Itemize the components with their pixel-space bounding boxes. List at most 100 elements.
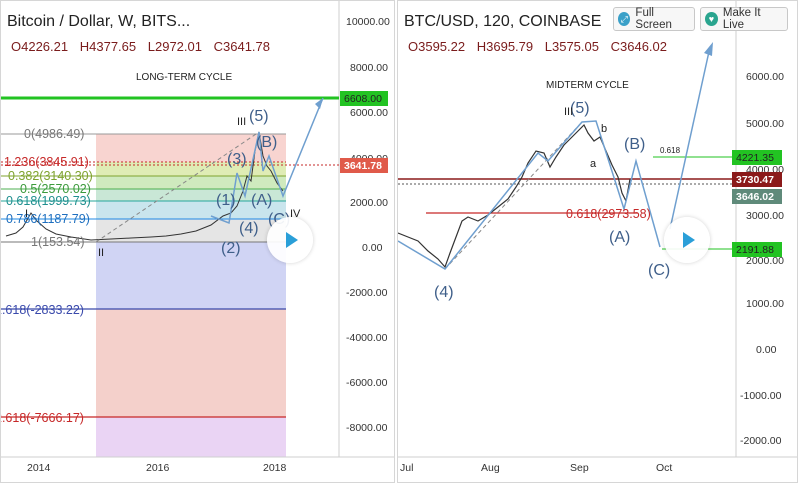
left-y-tick: -4000.00 (346, 332, 388, 344)
svg-text:3646.02: 3646.02 (736, 191, 774, 203)
fib-label-1236: 1.236(3845.91) (4, 155, 89, 169)
wave-5: (5) (570, 100, 590, 117)
wave-II: II (98, 247, 104, 259)
wave-5: (5) (249, 108, 269, 125)
fib-zone-8 (96, 309, 286, 417)
right-x-tick: Oct (656, 462, 672, 474)
right-x-tick: Jul (400, 462, 413, 474)
wave-I: I (25, 208, 28, 220)
left-play-button[interactable] (267, 217, 313, 263)
right-y-tick: -2000.00 (740, 435, 782, 447)
full-screen-label: Full Screen (635, 7, 672, 31)
left-chart-title: Bitcoin / Dollar, W, BITS... (7, 13, 191, 30)
right-ohlc: O3595.22 H3695.79 L3575.05 C3646.02 (408, 39, 675, 54)
right-chart-title: BTC/USD, 120, COINBASE (404, 13, 602, 30)
right-open: O3595.22 (408, 39, 466, 54)
fib-zone-6 (96, 219, 286, 242)
wave-a: a (590, 158, 597, 170)
left-high: H4377.65 (79, 39, 137, 54)
fib-label-0382: 0.382(3140.30) (8, 169, 93, 183)
fib-zone-9 (96, 417, 286, 457)
left-open: O4226.21 (11, 39, 69, 54)
wave-III: III (564, 106, 573, 118)
fib-label-1618: 1.618(-2833.22) (1, 303, 84, 317)
left-x-tick: 2018 (263, 462, 287, 474)
make-it-live-label: Make It Live (722, 7, 761, 31)
right-y-axis: 6000.00 5000.00 4000.00 3000.00 2000.00 … (740, 71, 784, 447)
left-red-price-tag: 3641.78 (340, 158, 388, 173)
fib-label-0: 0(4986.49) (24, 127, 84, 141)
right-play-button[interactable] (664, 217, 710, 263)
left-y-tick: 10000.00 (346, 16, 390, 28)
right-chart-panel: MIDTERM CYCLE 0.618(2973.58) 0.618 (4) (… (397, 0, 798, 483)
left-y-tick: 8000.00 (350, 62, 388, 74)
svg-text:3730.47: 3730.47 (736, 174, 774, 186)
left-wave-path (210, 97, 324, 225)
right-y-tick: 6000.00 (746, 71, 784, 83)
right-y-tick: 1000.00 (746, 298, 784, 310)
make-it-live-button[interactable]: ♥ Make It Live (700, 7, 788, 31)
right-y-tick: 2000.00 (746, 255, 784, 267)
right-price-series (398, 123, 631, 269)
svg-text:4221.35: 4221.35 (736, 152, 774, 164)
right-wave-path (398, 120, 661, 270)
fib-label-0786: 0.786(1187.79) (6, 212, 90, 226)
long-term-cycle-label: LONG-TERM CYCLE (136, 72, 232, 83)
left-close: C3641.78 (213, 39, 270, 54)
svg-text:2191.88: 2191.88 (736, 244, 774, 256)
right-dark-red-tag: 3730.47 (732, 172, 782, 187)
right-y-tick: 5000.00 (746, 118, 784, 130)
left-green-price-tag: 6608.00 (340, 91, 388, 106)
wave-b: b (601, 123, 607, 135)
wave-4: (4) (239, 220, 259, 237)
fib-label-1: 1(153.54) (31, 235, 85, 249)
right-x-tick: Aug (481, 462, 500, 474)
fib-zone-7 (96, 242, 286, 309)
full-screen-button[interactable]: ⤢ Full Screen (613, 7, 695, 31)
right-y-tick: -1000.00 (740, 390, 782, 402)
left-ohlc: O4226.21 H4377.65 L2972.01 C3641.78 (11, 39, 278, 54)
wave-A: (A) (251, 192, 272, 209)
left-chart-canvas: 0(4986.49) 1.236(3845.91) 0.382(3140.30)… (1, 1, 394, 474)
fullscreen-icon: ⤢ (618, 12, 631, 26)
left-low: L2972.01 (147, 39, 202, 54)
wave-A: (A) (609, 229, 630, 246)
left-chart-panel: 0(4986.49) 1.236(3845.91) 0.382(3140.30)… (0, 0, 395, 483)
wave-3: (3) (227, 151, 247, 168)
svg-text:3641.78: 3641.78 (344, 160, 382, 172)
fib-label-2618: 2.618(-7666.17) (1, 411, 84, 425)
right-y-tick: 3000.00 (746, 210, 784, 222)
left-x-tick: 2014 (27, 462, 51, 474)
right-close: C3646.02 (610, 39, 667, 54)
left-y-tick: -6000.00 (346, 377, 388, 389)
wave-4: (4) (434, 284, 454, 301)
right-x-tick: Sep (570, 462, 589, 474)
wave-IV: IV (290, 208, 301, 220)
fib-zone-2 (96, 162, 286, 176)
wave-2: (2) (221, 240, 241, 257)
left-y-tick: -8000.00 (346, 422, 388, 434)
wave-III: III (237, 116, 246, 128)
right-fib-label: 0.618(2973.58) (566, 207, 651, 221)
wave-B: (B) (624, 136, 645, 153)
fib-label-05: 0.5(2570.02) (20, 182, 91, 196)
left-y-tick: 0.00 (362, 242, 383, 254)
fib-zone-4 (96, 189, 286, 201)
wave-1: (1) (216, 192, 236, 209)
right-gray-tag: 3646.02 (732, 189, 782, 204)
heart-icon: ♥ (705, 12, 718, 26)
left-y-tick: 6000.00 (350, 107, 388, 119)
play-icon (682, 232, 695, 248)
right-chart-canvas: MIDTERM CYCLE 0.618(2973.58) 0.618 (4) (… (398, 1, 797, 474)
left-y-tick: 2000.00 (350, 197, 388, 209)
left-x-tick: 2016 (146, 462, 170, 474)
fib-zone-5 (96, 201, 286, 219)
wave-B: (B) (256, 134, 277, 151)
right-fib-small: 0.618 (660, 146, 681, 155)
right-green-top-tag: 4221.35 (732, 150, 782, 165)
fib-label-0618: 0.618(1999.73) (6, 194, 91, 208)
midterm-cycle-label: MIDTERM CYCLE (546, 80, 629, 91)
left-y-axis: 10000.00 8000.00 6000.00 4000.00 2000.00… (346, 16, 390, 434)
right-low: L3575.05 (544, 39, 599, 54)
left-y-tick: -2000.00 (346, 287, 388, 299)
